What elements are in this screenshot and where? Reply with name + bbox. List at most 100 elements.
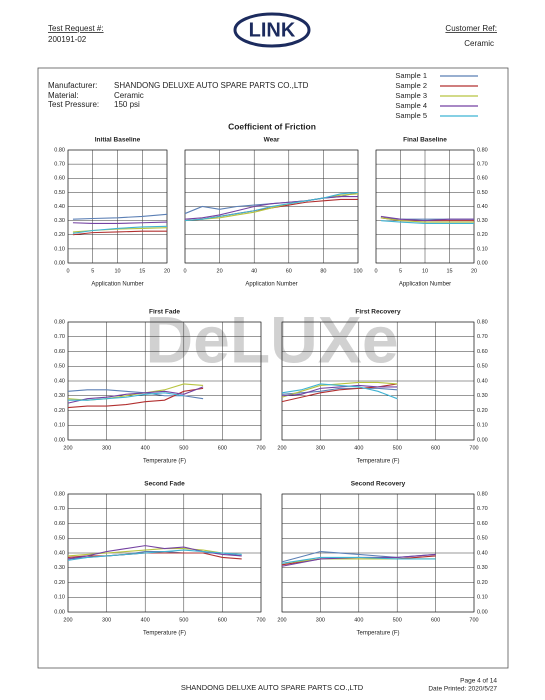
x-tick-label: 500: [393, 445, 402, 451]
manufacturer-label: Manufacturer:: [48, 81, 97, 90]
series-line: [72, 213, 168, 220]
pressure-label: Test Pressure:: [48, 100, 99, 109]
subchart-title: First Fade: [149, 309, 180, 316]
x-tick-label: 200: [63, 617, 72, 623]
y-tick-label: 0.30: [477, 565, 488, 571]
y-tick-label: 0.30: [477, 218, 488, 224]
plot-frame: [184, 149, 359, 264]
y-tick-label: 0.80: [477, 491, 488, 497]
x-tick-label: 20: [217, 268, 223, 274]
y-tick-label: 0.20: [54, 408, 65, 414]
series-line: [281, 384, 398, 397]
y-tick-label: 0.10: [54, 246, 65, 252]
y-tick-label: 0.60: [477, 176, 488, 182]
y-tick-label: 0.70: [477, 506, 488, 512]
subchart-title: Wear: [264, 137, 280, 144]
y-tick-label: 0.70: [54, 162, 65, 168]
x-tick-label: 600: [218, 617, 227, 623]
series-line: [281, 556, 436, 564]
legend-label: Sample 5: [395, 111, 427, 120]
legend-label: Sample 3: [395, 91, 427, 100]
y-tick-label: 0.10: [54, 595, 65, 601]
y-tick-label: 0.50: [54, 536, 65, 542]
y-tick-label: 0.40: [477, 378, 488, 384]
manufacturer: SHANDONG DELUXE AUTO SPARE PARTS CO.,LTD: [114, 81, 309, 90]
logo-oval: [233, 12, 311, 48]
x-axis-label: Temperature (F): [356, 631, 399, 637]
x-tick-label: 10: [422, 268, 428, 274]
plot-frame: [281, 493, 475, 613]
footer-page: Page 4 of 14: [460, 678, 497, 685]
test-request: 200191-02: [48, 35, 87, 44]
subchart-title: Final Baseline: [403, 137, 447, 144]
y-tick-label: 0.70: [477, 334, 488, 340]
x-tick-label: 20: [471, 268, 477, 274]
material-label: Material:: [48, 91, 79, 100]
y-tick-label: 0.00: [477, 260, 488, 266]
y-tick-label: 0.60: [54, 521, 65, 527]
x-axis-label: Application Number: [245, 282, 297, 288]
logo: LINK: [249, 19, 296, 41]
series-line: [281, 381, 398, 398]
x-tick-label: 600: [431, 445, 440, 451]
series-line: [67, 545, 242, 560]
legend-label: Sample 1: [395, 71, 427, 80]
series-line: [67, 552, 242, 560]
y-tick-label: 0.40: [477, 550, 488, 556]
x-tick-label: 400: [141, 445, 150, 451]
y-tick-label: 0.80: [54, 147, 65, 153]
y-tick-label: 0.20: [477, 580, 488, 586]
report-frame: [37, 67, 509, 669]
series-line: [72, 225, 168, 234]
y-tick-label: 0.50: [54, 190, 65, 196]
series-line: [68, 392, 184, 401]
x-tick-label: 15: [139, 268, 145, 274]
x-tick-label: 5: [399, 268, 402, 274]
x-tick-label: 300: [102, 617, 111, 623]
x-tick-label: 0: [66, 268, 69, 274]
plot-frame: [67, 493, 262, 613]
plot-frame: [67, 149, 168, 264]
y-tick-label: 0.10: [54, 423, 65, 429]
x-tick-label: 400: [354, 617, 363, 623]
series-line: [67, 386, 204, 404]
y-tick-label: 0.80: [477, 147, 488, 153]
x-tick-label: 500: [179, 617, 188, 623]
y-tick-label: 0.40: [54, 550, 65, 556]
subchart-title: Second Fade: [144, 481, 185, 488]
customer-ref-label: Customer Ref:: [445, 24, 497, 33]
x-tick-label: 100: [353, 268, 362, 274]
y-tick-label: 0.30: [477, 393, 488, 399]
y-tick-label: 0.00: [477, 609, 488, 615]
y-tick-label: 0.60: [54, 176, 65, 182]
x-tick-label: 5: [91, 268, 94, 274]
y-tick-label: 0.00: [477, 437, 488, 443]
y-tick-label: 0.40: [477, 204, 488, 210]
subchart-title: Initial Baseline: [95, 137, 141, 144]
plot-frame: [67, 321, 262, 441]
x-tick-label: 300: [316, 617, 325, 623]
series-line: [281, 387, 398, 395]
y-tick-label: 0.30: [54, 218, 65, 224]
series-line: [67, 387, 204, 409]
y-tick-label: 0.20: [54, 580, 65, 586]
series-line: [281, 383, 398, 400]
chart-title: Coefficient of Friction: [228, 121, 316, 131]
x-tick-label: 20: [164, 268, 170, 274]
y-tick-label: 0.50: [477, 190, 488, 196]
y-tick-label: 0.30: [54, 393, 65, 399]
x-tick-label: 300: [316, 445, 325, 451]
x-tick-label: 500: [179, 445, 188, 451]
y-tick-label: 0.60: [477, 349, 488, 355]
y-tick-label: 0.50: [54, 364, 65, 370]
x-tick-label: 700: [469, 445, 478, 451]
y-tick-label: 0.40: [54, 378, 65, 384]
x-tick-label: 15: [446, 268, 452, 274]
y-tick-label: 0.80: [477, 319, 488, 325]
y-tick-label: 0.50: [477, 536, 488, 542]
y-tick-label: 0.60: [477, 521, 488, 527]
x-tick-label: 700: [469, 617, 478, 623]
x-tick-label: 200: [63, 445, 72, 451]
footer-date: Date Printed: 2020/5/27: [428, 686, 497, 693]
